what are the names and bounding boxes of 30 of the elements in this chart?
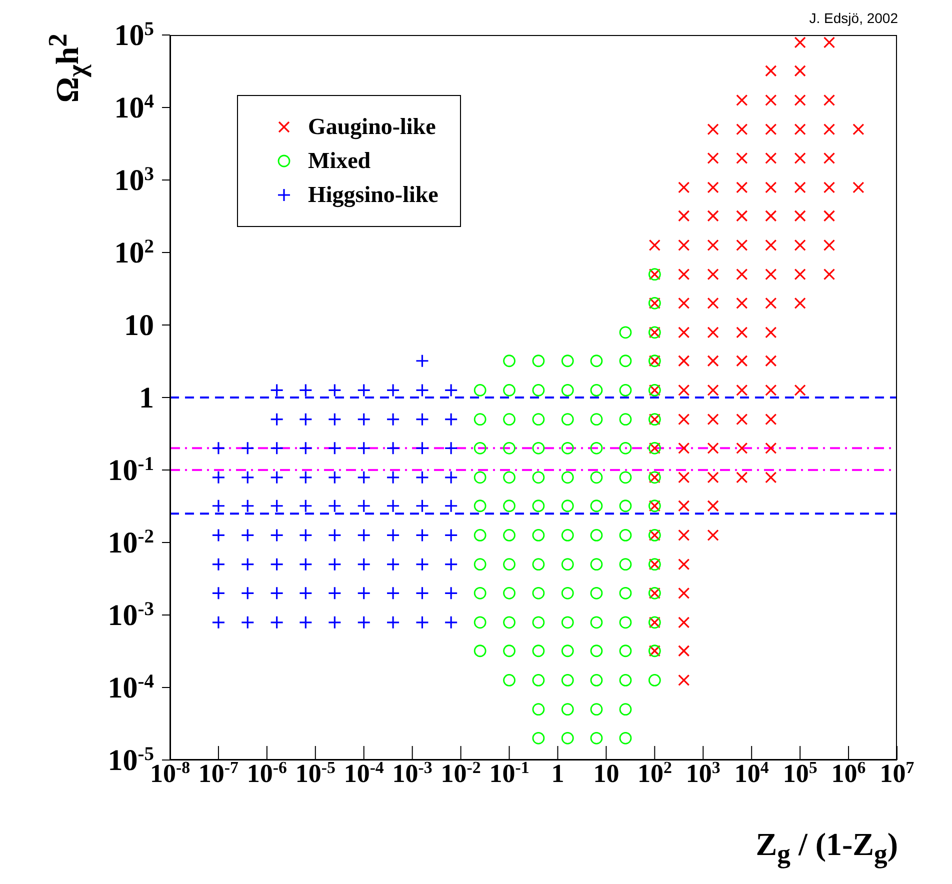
x-axis-title: Z$_{g}$ / (1-Z$_{g}$) [756, 826, 898, 870]
x-tick-label: 10$^{-6}$ [246, 758, 287, 788]
text: J. Edsjö, 2002 [809, 10, 898, 26]
y-tick-label: 10$^{-1}$ [108, 454, 154, 487]
y-tick-label: 10 [124, 309, 154, 342]
x-tick-label: 10$^{-5}$ [295, 758, 336, 788]
x-tick-label: 10$^{-3}$ [392, 758, 432, 788]
x-tick-label: 10$^{6}$ [831, 758, 866, 788]
legend-label: Higgsino-like [308, 182, 438, 208]
y-tick-label: 10$^{4}$ [114, 91, 154, 124]
x-tick-label: 10$^{-1}$ [489, 758, 530, 788]
x-tick-label: 10$^{3}$ [686, 758, 720, 788]
x-tick-label: 10$^{4}$ [734, 758, 770, 788]
x-tick-label: 1 [551, 759, 564, 788]
x-tick-label: 10$^{5}$ [782, 758, 818, 788]
y-tick-label: 10$^{-2}$ [108, 526, 154, 560]
legend-label: Gaugino-like [308, 114, 436, 140]
legend-label: Mixed [308, 148, 371, 174]
y-tick-label: 10$^{5}$ [114, 18, 154, 52]
y-tick-label: 1 [139, 382, 154, 414]
x-tick-label: 10$^{-2}$ [440, 758, 481, 788]
x-tick-label: 10$^{7}$ [880, 758, 915, 788]
x-tick-label: 10$^{-4}$ [344, 758, 384, 788]
y-tick-label: 10$^{-3}$ [108, 598, 154, 632]
x-tick-label: 10 [593, 759, 620, 788]
y-tick-label: 10$^{3}$ [114, 164, 154, 197]
x-tick-label: 10$^{2}$ [637, 758, 672, 788]
y-tick-label: 10$^{2}$ [114, 236, 154, 270]
x-tick-label: 10$^{-7}$ [198, 758, 240, 788]
y-tick-label: 10$^{-4}$ [108, 671, 154, 704]
